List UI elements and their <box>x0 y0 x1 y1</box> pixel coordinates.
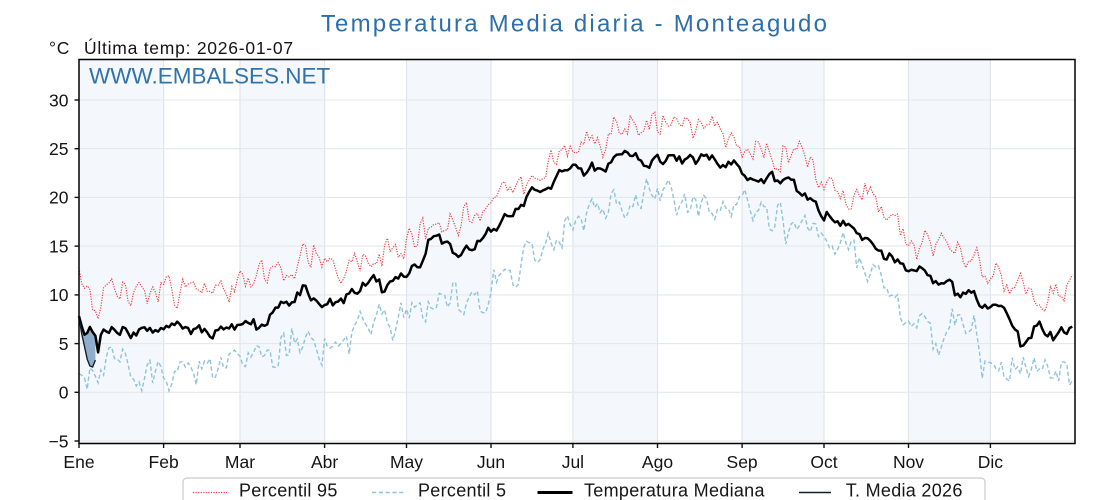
svg-text:Ago: Ago <box>642 452 673 472</box>
svg-text:Última temp: 2026-01-07: Última temp: 2026-01-07 <box>84 37 294 58</box>
svg-text:25: 25 <box>49 139 68 159</box>
svg-text:T. Media 2026: T. Media 2026 <box>846 481 963 500</box>
svg-text:20: 20 <box>49 188 69 208</box>
svg-text:Jul: Jul <box>562 452 584 472</box>
svg-text:0: 0 <box>59 383 69 403</box>
svg-text:5: 5 <box>59 334 69 354</box>
svg-text:Nov: Nov <box>893 452 924 472</box>
svg-text:May: May <box>390 452 423 472</box>
svg-text:Abr: Abr <box>311 452 338 472</box>
svg-text:°C: °C <box>49 38 70 58</box>
svg-text:15: 15 <box>49 236 68 256</box>
svg-text:Percentil 95: Percentil 95 <box>239 481 338 500</box>
svg-text:−5: −5 <box>49 431 69 451</box>
svg-text:Mar: Mar <box>225 452 255 472</box>
svg-text:Ene: Ene <box>63 452 94 472</box>
svg-text:30: 30 <box>49 90 69 110</box>
svg-text:Feb: Feb <box>149 452 179 472</box>
svg-text:Dic: Dic <box>978 452 1004 472</box>
svg-text:Temperatura Media diaria - Mon: Temperatura Media diaria - Monteagudo <box>321 11 829 38</box>
svg-text:WWW.EMBALSES.NET: WWW.EMBALSES.NET <box>89 64 331 89</box>
svg-text:Oct: Oct <box>810 452 837 472</box>
svg-text:Percentil 5: Percentil 5 <box>418 481 506 500</box>
svg-text:Jun: Jun <box>477 452 505 472</box>
svg-text:Temperatura Mediana: Temperatura Mediana <box>584 481 765 500</box>
svg-text:10: 10 <box>49 285 69 305</box>
svg-text:Sep: Sep <box>727 452 758 472</box>
